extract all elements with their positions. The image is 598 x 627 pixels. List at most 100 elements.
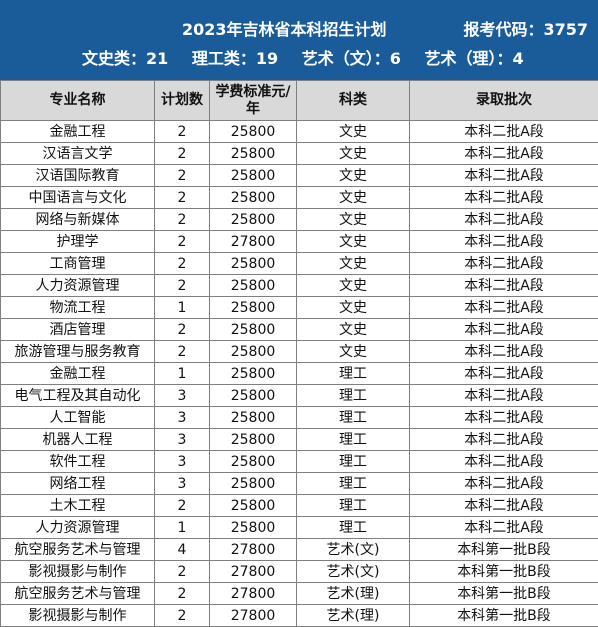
tuition-cell: 25800 bbox=[209, 472, 297, 495]
batch-cell: 本科二批A段 bbox=[409, 164, 598, 187]
table-row: 影视摄影与制作 2 27800 艺术(文) 本科第一批B段 bbox=[0, 560, 598, 583]
plan-count-cell: 2 bbox=[154, 252, 210, 275]
major-cell: 物流工程 bbox=[0, 296, 155, 319]
table-row: 航空服务艺术与管理 4 27800 艺术(文) 本科第一批B段 bbox=[0, 538, 598, 561]
category-cell: 理工 bbox=[296, 494, 410, 517]
batch-cell: 本科二批A段 bbox=[409, 472, 598, 495]
major-cell: 金融工程 bbox=[0, 120, 155, 143]
category-cell: 文史 bbox=[296, 164, 410, 187]
table-header-row: 专业名称 计划数 学费标准元/年 科类 录取批次 bbox=[0, 80, 598, 121]
major-cell: 汉语言文学 bbox=[0, 142, 155, 165]
batch-cell: 本科第一批B段 bbox=[409, 582, 598, 605]
table-row: 电气工程及其自动化 3 25800 理工 本科二批A段 bbox=[0, 384, 598, 407]
major-cell: 人力资源管理 bbox=[0, 274, 155, 297]
batch-cell: 本科二批A段 bbox=[409, 428, 598, 451]
batch-cell: 本科二批A段 bbox=[409, 384, 598, 407]
plan-count-cell: 2 bbox=[154, 230, 210, 253]
major-cell: 航空服务艺术与管理 bbox=[0, 538, 155, 561]
batch-cell: 本科二批A段 bbox=[409, 208, 598, 231]
table-row: 航空服务艺术与管理 2 27800 艺术(理) 本科第一批B段 bbox=[0, 582, 598, 605]
tuition-cell: 25800 bbox=[209, 362, 297, 385]
plan-count-cell: 1 bbox=[154, 362, 210, 385]
tuition-cell: 25800 bbox=[209, 516, 297, 539]
plan-count-cell: 4 bbox=[154, 538, 210, 561]
count-art-wen: 艺术（文）：6 bbox=[301, 49, 401, 68]
tuition-cell: 27800 bbox=[209, 604, 297, 627]
plan-count-cell: 3 bbox=[154, 384, 210, 407]
header-banner: 2023年吉林省本科招生计划 报考代码：3757 文史类：21 理工类：19 艺… bbox=[0, 0, 598, 80]
batch-cell: 本科二批A段 bbox=[409, 296, 598, 319]
batch-cell: 本科二批A段 bbox=[409, 494, 598, 517]
tuition-cell: 25800 bbox=[209, 252, 297, 275]
table-row: 护理学 2 27800 文史 本科二批A段 bbox=[0, 230, 598, 253]
batch-cell: 本科二批A段 bbox=[409, 186, 598, 209]
tuition-cell: 25800 bbox=[209, 274, 297, 297]
batch-cell: 本科第一批B段 bbox=[409, 560, 598, 583]
tuition-cell: 25800 bbox=[209, 340, 297, 363]
batch-cell: 本科二批A段 bbox=[409, 340, 598, 363]
major-cell: 工商管理 bbox=[0, 252, 155, 275]
major-cell: 土木工程 bbox=[0, 494, 155, 517]
plan-count-cell: 3 bbox=[154, 428, 210, 451]
tuition-cell: 25800 bbox=[209, 186, 297, 209]
major-cell: 网络与新媒体 bbox=[0, 208, 155, 231]
table-row: 物流工程 1 25800 文史 本科二批A段 bbox=[0, 296, 598, 319]
category-cell: 理工 bbox=[296, 406, 410, 429]
table-row: 金融工程 2 25800 文史 本科二批A段 bbox=[0, 120, 598, 143]
plan-count-cell: 2 bbox=[154, 604, 210, 627]
major-cell: 网络工程 bbox=[0, 472, 155, 495]
category-cell: 理工 bbox=[296, 428, 410, 451]
count-art-li: 艺术（理）：4 bbox=[424, 49, 524, 68]
batch-cell: 本科二批A段 bbox=[409, 362, 598, 385]
major-cell: 旅游管理与服务教育 bbox=[0, 340, 155, 363]
table-row: 人工智能 3 25800 理工 本科二批A段 bbox=[0, 406, 598, 429]
table-row: 人力资源管理 2 25800 文史 本科二批A段 bbox=[0, 274, 598, 297]
batch-cell: 本科二批A段 bbox=[409, 142, 598, 165]
plan-count-cell: 2 bbox=[154, 340, 210, 363]
table-row: 软件工程 3 25800 理工 本科二批A段 bbox=[0, 450, 598, 473]
table-row: 酒店管理 2 25800 文史 本科二批A段 bbox=[0, 318, 598, 341]
table-row: 中国语言与文化 2 25800 文史 本科二批A段 bbox=[0, 186, 598, 209]
plan-count-cell: 2 bbox=[154, 274, 210, 297]
major-cell: 影视摄影与制作 bbox=[0, 604, 155, 627]
table-row: 汉语国际教育 2 25800 文史 本科二批A段 bbox=[0, 164, 598, 187]
enrollment-code: 报考代码：3757 bbox=[463, 20, 588, 39]
count-wenshi: 文史类：21 bbox=[82, 49, 169, 68]
count-ligong: 理工类：19 bbox=[191, 49, 279, 68]
major-cell: 电气工程及其自动化 bbox=[0, 384, 155, 407]
major-cell: 软件工程 bbox=[0, 450, 155, 473]
batch-cell: 本科二批A段 bbox=[409, 274, 598, 297]
category-cell: 文史 bbox=[296, 120, 410, 143]
major-cell: 汉语国际教育 bbox=[0, 164, 155, 187]
category-cell: 理工 bbox=[296, 472, 410, 495]
table-row: 土木工程 2 25800 理工 本科二批A段 bbox=[0, 494, 598, 517]
column-header-category: 科类 bbox=[296, 80, 410, 121]
category-cell: 文史 bbox=[296, 208, 410, 231]
tuition-cell: 25800 bbox=[209, 142, 297, 165]
major-cell: 护理学 bbox=[0, 230, 155, 253]
category-cell: 理工 bbox=[296, 450, 410, 473]
tuition-cell: 25800 bbox=[209, 384, 297, 407]
column-header-plan: 计划数 bbox=[154, 80, 210, 121]
plan-count-cell: 2 bbox=[154, 494, 210, 517]
category-cell: 理工 bbox=[296, 516, 410, 539]
table-row: 网络与新媒体 2 25800 文史 本科二批A段 bbox=[0, 208, 598, 231]
table-row: 汉语言文学 2 25800 文史 本科二批A段 bbox=[0, 142, 598, 165]
plan-count-cell: 1 bbox=[154, 516, 210, 539]
category-cell: 艺术(理) bbox=[296, 604, 410, 627]
column-header-batch: 录取批次 bbox=[409, 80, 598, 121]
major-cell: 人工智能 bbox=[0, 406, 155, 429]
tuition-cell: 25800 bbox=[209, 208, 297, 231]
category-cell: 文史 bbox=[296, 274, 410, 297]
tuition-cell: 25800 bbox=[209, 428, 297, 451]
tuition-cell: 25800 bbox=[209, 296, 297, 319]
category-cell: 文史 bbox=[296, 252, 410, 275]
major-cell: 影视摄影与制作 bbox=[0, 560, 155, 583]
plan-count-cell: 2 bbox=[154, 560, 210, 583]
category-cell: 理工 bbox=[296, 362, 410, 385]
category-cell: 文史 bbox=[296, 142, 410, 165]
major-cell: 金融工程 bbox=[0, 362, 155, 385]
table-row: 影视摄影与制作 2 27800 艺术(理) 本科第一批B段 bbox=[0, 604, 598, 627]
table-row: 机器人工程 3 25800 理工 本科二批A段 bbox=[0, 428, 598, 451]
table-row: 网络工程 3 25800 理工 本科二批A段 bbox=[0, 472, 598, 495]
